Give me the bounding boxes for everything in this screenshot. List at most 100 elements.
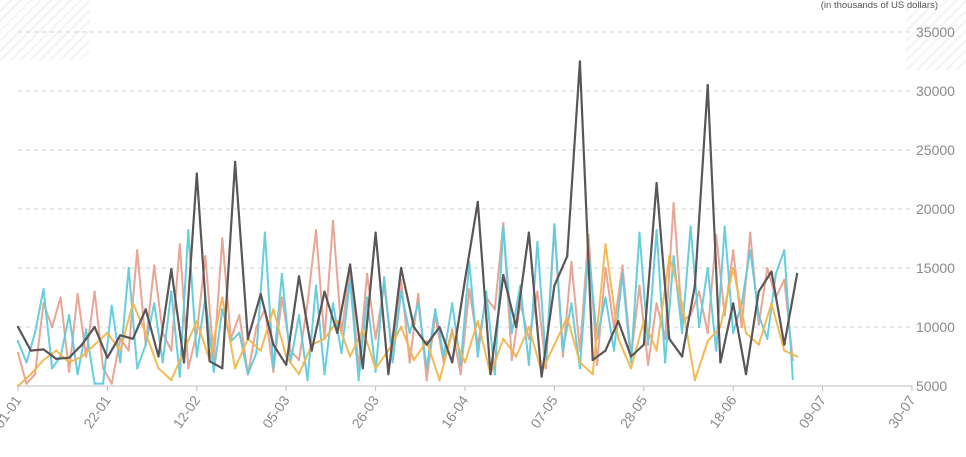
data-point	[357, 379, 360, 382]
data-point	[178, 243, 181, 246]
data-point	[723, 314, 726, 317]
data-point	[740, 325, 743, 329]
data-point	[796, 272, 799, 275]
data-point	[489, 373, 492, 376]
data-point	[297, 373, 301, 376]
data-point	[749, 231, 752, 234]
data-point	[604, 266, 607, 270]
data-point	[68, 370, 71, 373]
data-point	[195, 320, 198, 323]
data-point	[221, 296, 224, 299]
data-point	[42, 288, 45, 291]
data-point	[566, 255, 569, 258]
data-point	[510, 331, 513, 334]
data-point	[476, 200, 479, 203]
data-point	[757, 323, 760, 326]
data-point	[102, 367, 105, 370]
data-point	[442, 355, 445, 358]
data-point	[340, 351, 343, 355]
data-point	[561, 355, 565, 358]
data-point	[502, 337, 505, 340]
data-point	[93, 290, 96, 293]
decorative-corner-pattern	[906, 0, 966, 70]
data-point	[408, 331, 411, 334]
data-point	[647, 343, 650, 346]
data-point	[119, 334, 122, 337]
data-point	[400, 325, 403, 329]
data-point	[681, 302, 684, 305]
data-point	[400, 266, 403, 270]
data-point	[553, 223, 556, 226]
data-point	[732, 302, 735, 305]
data-point	[706, 331, 709, 334]
data-point	[16, 340, 20, 343]
data-point	[323, 337, 326, 340]
data-point	[749, 249, 752, 252]
data-point	[642, 320, 645, 323]
data-point	[561, 349, 565, 352]
data-point	[566, 316, 569, 319]
data-point	[221, 367, 224, 370]
data-point	[310, 349, 313, 352]
y-tick-label: 10000	[916, 319, 955, 335]
data-point	[438, 325, 441, 329]
data-point	[655, 302, 658, 305]
data-point	[425, 367, 428, 370]
data-point	[451, 361, 454, 364]
data-point	[604, 243, 607, 246]
data-point	[374, 367, 377, 370]
data-point	[76, 373, 79, 376]
data-point	[647, 363, 650, 366]
data-point	[412, 325, 415, 329]
data-point	[323, 290, 326, 293]
data-point	[119, 361, 122, 364]
data-point	[434, 308, 437, 311]
x-tick-label: 07-05	[527, 392, 561, 431]
data-point	[110, 304, 113, 307]
data-point	[553, 284, 556, 287]
data-point	[604, 296, 607, 299]
data-point	[272, 370, 275, 373]
data-point	[25, 361, 28, 364]
data-point	[681, 331, 684, 334]
data-point	[272, 308, 275, 311]
data-point	[127, 266, 130, 270]
data-point	[153, 264, 156, 267]
data-point	[234, 160, 237, 163]
x-tick-label: 26-03	[348, 392, 382, 431]
data-point	[757, 343, 760, 346]
data-point	[412, 358, 415, 362]
data-point	[285, 363, 288, 366]
data-point	[719, 361, 722, 364]
data-point	[234, 367, 237, 370]
data-point	[502, 225, 505, 228]
data-point	[161, 361, 164, 364]
data-point	[553, 343, 556, 346]
data-point	[715, 349, 718, 352]
data-point	[617, 320, 620, 323]
data-point	[33, 373, 37, 376]
data-point	[306, 379, 309, 382]
data-point	[374, 231, 377, 234]
decorative-corner-pattern	[0, 0, 90, 60]
data-point	[502, 274, 505, 277]
data-point	[93, 382, 96, 385]
data-point	[131, 337, 134, 340]
data-point	[187, 229, 190, 232]
data-point	[144, 343, 147, 346]
y-axis-unit-label: (in thousands of US dollars)	[820, 0, 938, 11]
data-point	[238, 331, 241, 334]
data-point	[732, 266, 735, 270]
data-point	[366, 296, 369, 299]
data-point	[459, 373, 462, 376]
data-point	[182, 361, 186, 364]
data-point	[366, 272, 369, 275]
series-line-3	[17, 243, 799, 387]
data-point	[791, 377, 794, 380]
data-point	[170, 268, 173, 271]
data-point	[698, 290, 701, 293]
x-tick-label: 01-01	[0, 392, 25, 431]
data-point	[102, 382, 105, 385]
x-tick-label: 16-04	[438, 392, 472, 431]
data-point	[681, 355, 684, 358]
